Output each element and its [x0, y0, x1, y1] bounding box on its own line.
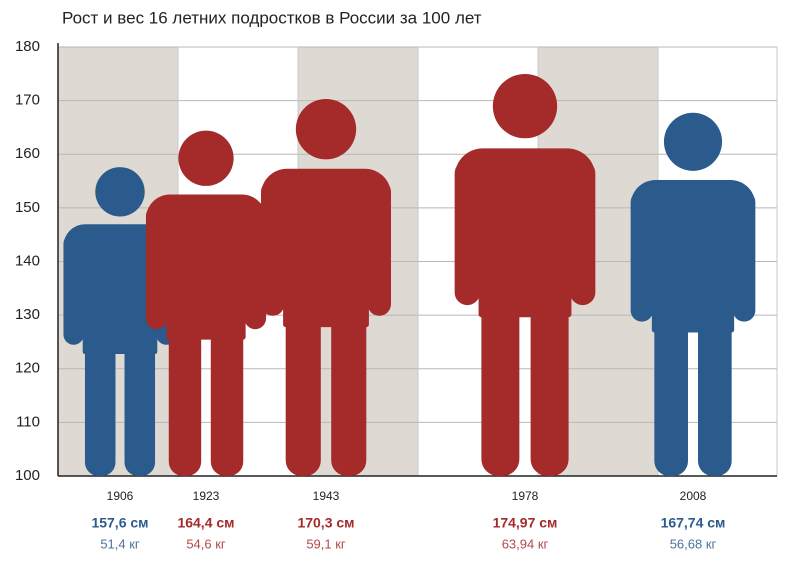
- y-tick-label: 170: [15, 92, 40, 109]
- x-tick-label: 1943: [313, 489, 340, 503]
- person-figure: [630, 112, 756, 477]
- weight-label: 59,1 кг: [306, 536, 346, 551]
- x-tick-label: 1906: [107, 489, 134, 503]
- y-tick-label: 150: [15, 199, 40, 216]
- height-label: 174,97 см: [493, 515, 558, 531]
- weight-label: 54,6 кг: [186, 536, 226, 551]
- height-label: 157,6 см: [91, 515, 148, 531]
- weight-label: 51,4 кг: [100, 536, 140, 551]
- y-tick-label: 160: [15, 145, 40, 162]
- height-label: 170,3 см: [297, 515, 354, 531]
- chart-title: Рост и вес 16 летних подростков в России…: [62, 8, 482, 27]
- weight-label: 56,68 кг: [670, 536, 717, 551]
- weight-label: 63,94 кг: [502, 536, 549, 551]
- height-label: 167,74 см: [661, 515, 726, 531]
- x-tick-label: 2008: [680, 489, 707, 503]
- person-figure: [145, 130, 267, 477]
- y-tick-label: 110: [16, 413, 40, 430]
- y-tick-label: 100: [15, 467, 40, 484]
- person-figure: [454, 73, 596, 476]
- x-tick-label: 1923: [193, 489, 220, 503]
- y-tick-label: 180: [15, 38, 40, 55]
- y-tick-label: 140: [15, 252, 40, 269]
- y-tick-label: 130: [15, 306, 40, 323]
- height-label: 164,4 см: [177, 515, 234, 531]
- person-figure: [260, 98, 392, 476]
- y-tick-label: 120: [15, 360, 40, 377]
- x-tick-label: 1978: [512, 489, 539, 503]
